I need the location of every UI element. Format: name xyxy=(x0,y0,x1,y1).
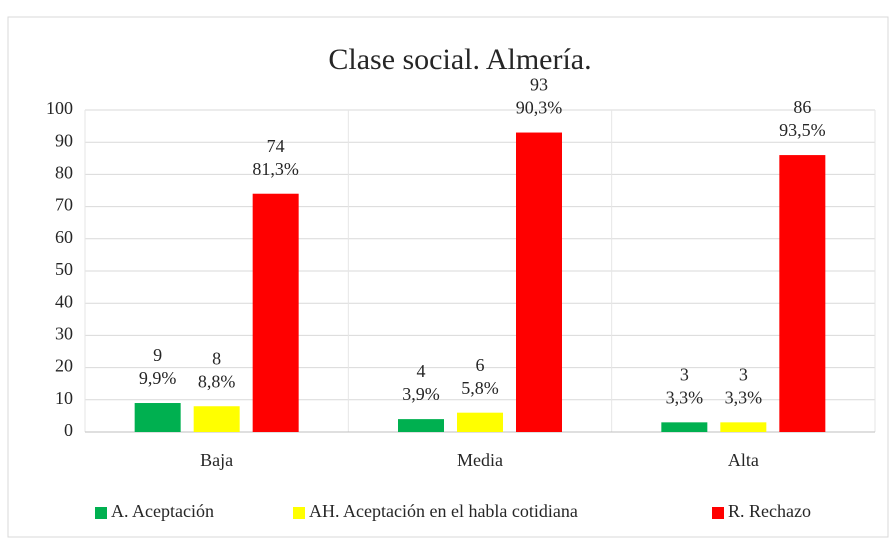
bar xyxy=(457,412,503,432)
value-label: 9 xyxy=(153,345,162,365)
y-tick-label: 60 xyxy=(55,227,73,247)
value-label: 6 xyxy=(476,355,485,375)
value-label: 86 xyxy=(793,97,811,117)
bar xyxy=(193,406,240,432)
bar xyxy=(720,422,767,432)
chart-border xyxy=(7,16,889,538)
x-tick-label: Baja xyxy=(200,450,233,470)
chart-title: Clase social. Almería. xyxy=(328,43,591,76)
x-tick-label: Media xyxy=(457,450,503,470)
y-tick-label: 10 xyxy=(55,388,73,408)
y-tick-label: 90 xyxy=(55,130,73,150)
legend-label: A. Aceptación xyxy=(111,501,214,521)
bar xyxy=(134,403,181,432)
percent-label: 3,3% xyxy=(666,387,704,407)
value-label: 74 xyxy=(267,136,285,156)
bar xyxy=(661,422,708,432)
x-tick-label: Alta xyxy=(728,450,759,470)
percent-label: 5,8% xyxy=(461,378,499,398)
bar xyxy=(779,155,826,432)
legend-swatch xyxy=(293,507,305,519)
y-tick-label: 100 xyxy=(46,98,73,118)
legend-label: R. Rechazo xyxy=(728,501,811,521)
percent-label: 90,3% xyxy=(516,98,563,118)
bar xyxy=(398,419,444,432)
y-tick-label: 0 xyxy=(64,420,73,440)
legend-swatch xyxy=(712,507,724,519)
percent-label: 3,9% xyxy=(402,384,440,404)
legend-swatch xyxy=(95,507,107,519)
percent-label: 9,9% xyxy=(139,368,177,388)
bar xyxy=(252,193,299,432)
y-tick-label: 40 xyxy=(55,291,73,311)
y-tick-label: 70 xyxy=(55,195,73,215)
value-label: 4 xyxy=(417,361,426,381)
percent-label: 3,3% xyxy=(725,387,763,407)
value-label: 3 xyxy=(680,364,689,384)
legend-label: AH. Aceptación en el habla cotidiana xyxy=(309,501,578,521)
y-tick-label: 30 xyxy=(55,324,73,344)
percent-label: 8,8% xyxy=(198,371,236,391)
y-tick-label: 80 xyxy=(55,163,73,183)
percent-label: 81,3% xyxy=(252,159,299,179)
value-label: 3 xyxy=(739,364,748,384)
y-tick-label: 20 xyxy=(55,356,73,376)
percent-label: 93,5% xyxy=(779,120,826,140)
bar xyxy=(516,132,562,433)
value-label: 8 xyxy=(212,348,221,368)
y-tick-label: 50 xyxy=(55,259,73,279)
value-label: 93 xyxy=(530,75,548,95)
